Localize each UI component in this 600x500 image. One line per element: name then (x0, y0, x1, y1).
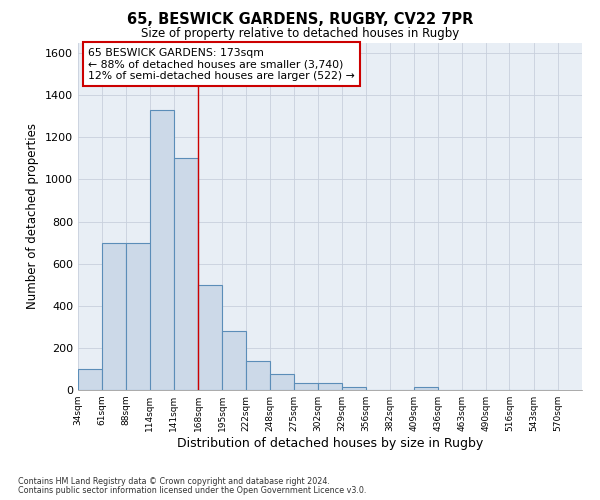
Text: 65 BESWICK GARDENS: 173sqm
← 88% of detached houses are smaller (3,740)
12% of s: 65 BESWICK GARDENS: 173sqm ← 88% of deta… (88, 48, 355, 81)
Bar (318, 382, 342, 390)
Bar (174, 158, 198, 390)
Text: Contains HM Land Registry data © Crown copyright and database right 2024.: Contains HM Land Registry data © Crown c… (18, 477, 330, 486)
Bar (294, 382, 318, 390)
Bar (149, 110, 174, 390)
Bar (222, 331, 246, 390)
Bar (198, 284, 222, 390)
Text: Contains public sector information licensed under the Open Government Licence v3: Contains public sector information licen… (18, 486, 367, 495)
Bar (127, 242, 151, 390)
Text: Size of property relative to detached houses in Rugby: Size of property relative to detached ho… (141, 28, 459, 40)
X-axis label: Distribution of detached houses by size in Rugby: Distribution of detached houses by size … (177, 437, 483, 450)
Bar (414, 387, 438, 390)
Bar (342, 387, 366, 390)
Bar (246, 360, 271, 390)
Y-axis label: Number of detached properties: Number of detached properties (26, 123, 40, 309)
Text: 65, BESWICK GARDENS, RUGBY, CV22 7PR: 65, BESWICK GARDENS, RUGBY, CV22 7PR (127, 12, 473, 28)
Bar (102, 242, 127, 390)
Bar (269, 374, 294, 390)
Bar (78, 369, 102, 390)
